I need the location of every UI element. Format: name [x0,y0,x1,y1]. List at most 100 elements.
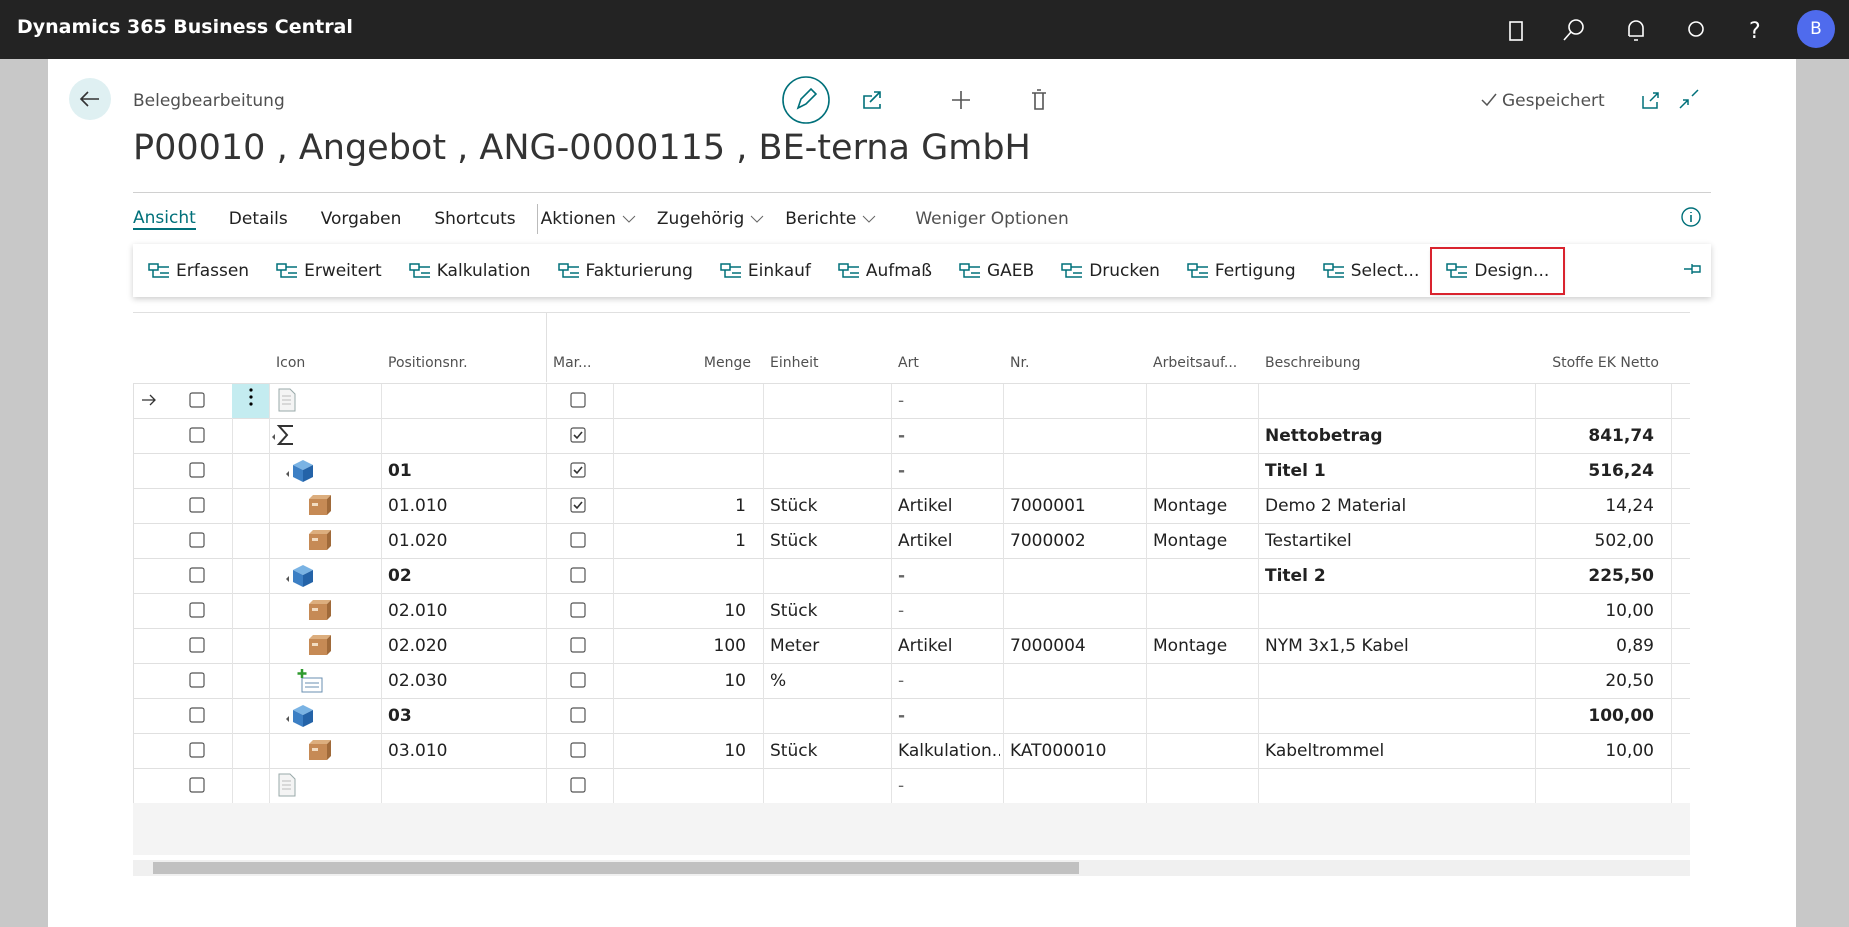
marked-checkbox[interactable] [570,567,586,587]
action-button[interactable]: Select... [1322,261,1419,281]
cell-line [232,453,233,488]
delete-button[interactable] [1032,89,1046,110]
row-select[interactable] [189,567,205,587]
menu[interactable]: Zugehörig [657,209,764,229]
open-new-window[interactable] [1642,92,1659,109]
marked-checkbox[interactable] [570,532,586,552]
action-button[interactable]: Erfassen [148,261,249,281]
cell-line [546,593,547,628]
marked-checkbox[interactable] [570,672,586,692]
share-button[interactable] [863,91,881,109]
marked-checkbox[interactable] [570,742,586,762]
collapse[interactable] [1679,89,1699,109]
cell-line [613,418,614,453]
less-options[interactable]: Weniger Optionen [915,209,1069,229]
cell-line [1535,698,1536,733]
cell-line [381,768,382,803]
row-icon [271,423,297,451]
row-select[interactable] [189,637,205,657]
row-select[interactable] [189,777,205,797]
cell-line [1535,663,1536,698]
cell-line [1003,558,1004,593]
cell-line [269,628,270,663]
tab[interactable]: Shortcuts [434,209,516,229]
cell-line [891,768,892,803]
row-select[interactable] [189,462,205,482]
cell-line [763,768,764,803]
search-icon[interactable] [1568,19,1584,35]
action-button[interactable]: GAEB [959,261,1034,281]
cell-stoffe: 10,00 [1605,601,1654,621]
cell-line [1258,488,1259,523]
bell-icon[interactable] [1628,20,1644,41]
marked-checkbox[interactable] [570,707,586,727]
action-button[interactable]: Fertigung [1187,261,1296,281]
marked-checkbox[interactable] [570,602,586,622]
new-button[interactable] [952,91,970,109]
cell-menge: 1 [735,531,746,551]
marked-checkbox[interactable] [570,392,586,412]
row-select[interactable] [189,707,205,727]
cell-line [1258,733,1259,768]
cell-beschr: Demo 2 Material [1265,496,1407,516]
current-row-arrow [140,391,158,413]
tab[interactable]: Ansicht [133,208,196,230]
row-select[interactable] [189,532,205,552]
tab[interactable]: Vorgaben [320,209,402,229]
marked-checkbox[interactable] [570,777,586,797]
row-menu[interactable] [232,383,269,418]
row-select[interactable] [189,392,205,412]
cell-line [1003,593,1004,628]
marked-checkbox[interactable] [570,462,586,482]
scroll-thumb[interactable] [153,862,1079,874]
cell-line [763,383,764,418]
cell-nr: 7000001 [1010,496,1086,516]
edit-button[interactable] [782,76,830,124]
action-button[interactable]: Einkauf [720,261,811,281]
row-select[interactable] [189,672,205,692]
menu[interactable]: Berichte [785,209,876,229]
row-select[interactable] [189,497,205,517]
action-button[interactable]: Design... [1430,246,1566,295]
cell-line [546,768,547,803]
company-icon[interactable] [1509,21,1523,41]
action-label: Kalkulation [436,260,531,281]
cell-beschr: Titel 1 [1265,461,1326,481]
avatar[interactable]: B [1797,10,1835,48]
action-label: Einkauf [747,260,811,281]
cell-art: - [898,776,905,796]
info-icon[interactable] [1680,206,1702,228]
cell-beschr: Nettobetrag [1265,426,1383,446]
cell-line [269,593,270,628]
row-select[interactable] [189,602,205,622]
pin-icon[interactable] [1682,260,1704,278]
back-button[interactable] [69,78,111,120]
marked-checkbox[interactable] [570,497,586,517]
action-button[interactable]: Aufmaß [838,261,932,281]
row-select[interactable] [189,742,205,762]
cell-line [1003,768,1004,803]
cell-line [1671,418,1672,453]
action-button[interactable]: Kalkulation [408,260,531,281]
cell-line [1535,593,1536,628]
scrollbar[interactable] [133,860,1690,876]
marked-checkbox[interactable] [570,427,586,447]
cell-art: Artikel [898,496,953,516]
marked-checkbox[interactable] [570,637,586,657]
cell-line [546,453,547,488]
action-button[interactable]: Erweitert [276,261,382,281]
cell-line [613,628,614,663]
action-button[interactable]: Drucken [1061,261,1160,281]
settings-icon[interactable] [1688,21,1704,37]
menu[interactable]: Aktionen [541,209,636,229]
action-button[interactable]: Fakturierung [557,261,693,281]
row-select[interactable] [189,427,205,447]
tab[interactable]: Details [228,209,288,229]
cell-line [1671,593,1672,628]
help-icon[interactable]: ? [1749,19,1761,44]
column-header: Stoffe EK Netto [1552,355,1659,371]
cell-stoffe: 225,50 [1588,566,1654,586]
window-icons [1642,89,1699,109]
check-icon [1481,93,1497,107]
cell-stoffe: 516,24 [1588,461,1654,481]
